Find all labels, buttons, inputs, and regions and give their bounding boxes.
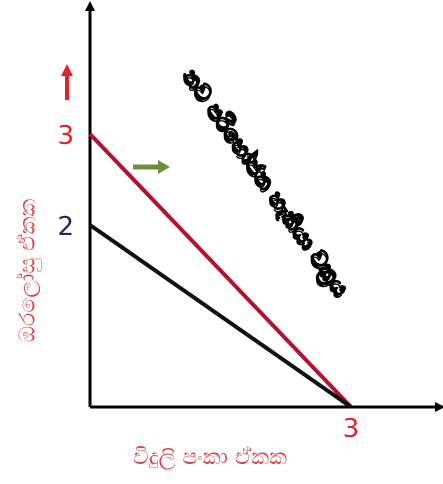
y-axis-label: ඔරලෝසු ඒකක	[15, 198, 41, 342]
x-tick-label-3: 3	[343, 414, 360, 444]
y-tick-label-3: 3	[57, 121, 74, 151]
y-tick-label-2: 2	[57, 212, 74, 242]
x-axis-label: විදුලි පංකා ඒකක	[132, 445, 288, 470]
y-axis-label-wrap: ඔරලෝසු ඒකක	[8, 130, 48, 410]
series-line-2	[88, 223, 353, 409]
series-line-1	[88, 132, 353, 409]
